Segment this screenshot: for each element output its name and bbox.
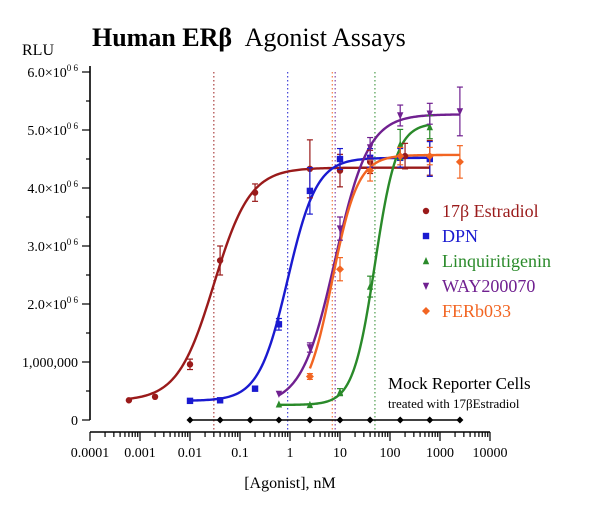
data-point [216,397,224,404]
data-point [366,282,374,290]
legend-entry-label: WAY200070 [442,276,535,296]
data-point [306,344,314,352]
data-point [336,225,344,233]
data-point [186,397,194,405]
data-point [422,282,430,290]
data-point [306,400,314,409]
x-tick-label: 10000 [473,446,508,461]
fit-curve [128,166,430,400]
x-tick-label: 100 [380,446,401,461]
fit-curve [278,123,430,407]
data-point [422,232,430,240]
data-point [336,265,344,274]
legend-entry-label: 17β Estradiol [442,201,539,221]
data-point [366,166,375,175]
mock-point [366,416,374,424]
x-ticks: 0.0001 0.001 0.01 0.1 1 10 100 1000 10000 [71,432,508,461]
data-point [426,110,433,118]
mock-annotation: Mock Reporter Cells treated with 17βEstra… [388,374,531,411]
data-point [251,385,259,392]
x-tick-label: 1000 [426,446,454,461]
mock-point [426,416,434,424]
data-point [422,207,430,215]
ec50-reference-lines [213,72,376,432]
mock-point [396,416,404,424]
data-point [397,140,404,148]
y-tick-label: 5.0×100 6 [27,121,78,139]
data-point [216,257,224,264]
data-point [455,157,464,166]
y-ticks: 0 1,000,000 2.0×100 6 3.0×100 6 4.0×100 6 5.0… [22,63,90,429]
x-tick-label: 1 [287,446,294,461]
chart-title: Human ERβ Agonist Assays [92,23,406,52]
x-tick-label: 0.0001 [71,446,110,461]
x-tick-label: 10 [333,446,347,461]
data-point [305,372,314,381]
data-point [366,144,374,152]
mock-label-line2: treated with 17βEstradiol [388,396,520,411]
y-tick-label: 6.0×100 6 [27,63,78,81]
y-axis-label: RLU [22,42,54,59]
legend-entry-label: FERb033 [442,301,511,321]
x-axis-label: [Agonist], nM [244,475,336,492]
data-point [425,152,434,161]
data-point [426,123,433,131]
mock-point [216,416,224,424]
mock-point [336,416,344,424]
data-point [456,108,464,116]
data-point [396,152,405,161]
data-point [422,307,430,315]
mock-point [306,416,314,424]
legend-entry-label: DPN [442,226,478,246]
fit-curve [308,153,460,369]
data-points [125,86,464,409]
data-point [336,388,344,396]
title-rest: Agonist Assays [245,23,406,52]
data-point [336,155,344,163]
data-point [306,187,314,195]
data-point [401,152,409,160]
mock-point [275,416,283,424]
data-point [422,257,430,265]
x-tick-label: 0.001 [124,446,156,461]
mock-label-line1: Mock Reporter Cells [388,374,531,393]
title-bold: Human ERβ [92,23,232,52]
data-point [251,189,259,196]
data-point [151,393,159,400]
data-point [275,400,283,408]
mock-point [186,416,194,424]
y-tick-label: 3.0×100 6 [27,237,78,255]
x-tick-label: 0.01 [178,446,203,461]
legend-entry-label: Linquiritigenin [442,251,551,271]
data-point [186,361,194,368]
mock-reporter-series [186,416,464,424]
mock-point [246,416,254,424]
y-tick-label: 2.0×100 6 [27,295,78,313]
svg-text:Human ERβ Agonist Assays: Human ERβ Agonist Assays [92,23,406,52]
data-point [275,321,283,328]
legend: 17β Estradiol DPN Linquiritigenin WAY200070… [422,201,551,321]
x-tick-label: 0.1 [231,446,249,461]
fit-curves [128,113,460,407]
y-tick-label: 0 [71,414,78,429]
y-tick-label: 4.0×100 6 [27,179,78,197]
data-point [275,390,283,398]
data-point [125,397,133,404]
mock-point [456,416,464,424]
y-tick-label: 1,000,000 [22,356,78,371]
data-point [397,112,404,120]
